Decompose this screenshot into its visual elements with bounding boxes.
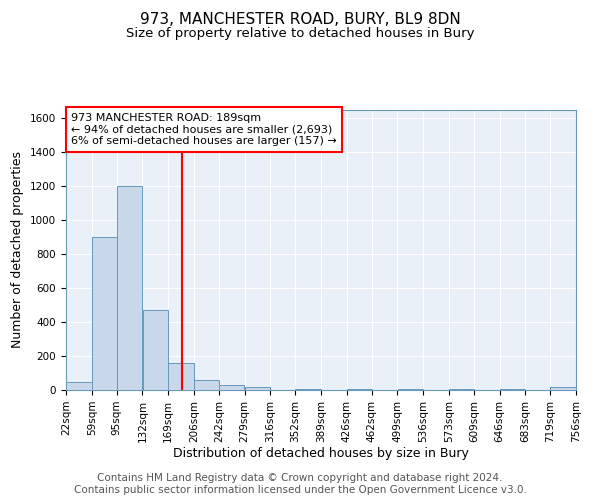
Text: 973 MANCHESTER ROAD: 189sqm
← 94% of detached houses are smaller (2,693)
6% of s: 973 MANCHESTER ROAD: 189sqm ← 94% of det… — [71, 113, 337, 146]
Bar — [245, 388, 270, 390]
Bar — [92, 238, 116, 390]
Bar — [194, 380, 218, 390]
Y-axis label: Number of detached properties: Number of detached properties — [11, 152, 25, 348]
Bar — [66, 382, 92, 390]
Bar — [169, 363, 194, 390]
X-axis label: Distribution of detached houses by size in Bury: Distribution of detached houses by size … — [173, 448, 469, 460]
Bar — [347, 389, 371, 390]
Text: Size of property relative to detached houses in Bury: Size of property relative to detached ho… — [126, 28, 474, 40]
Bar — [449, 389, 473, 390]
Bar — [500, 389, 525, 390]
Bar — [550, 386, 576, 390]
Bar — [143, 310, 168, 390]
Bar — [117, 186, 142, 390]
Text: 973, MANCHESTER ROAD, BURY, BL9 8DN: 973, MANCHESTER ROAD, BURY, BL9 8DN — [140, 12, 460, 28]
Text: Contains HM Land Registry data © Crown copyright and database right 2024.
Contai: Contains HM Land Registry data © Crown c… — [74, 474, 526, 495]
Bar — [398, 389, 423, 390]
Bar — [219, 385, 244, 390]
Bar — [295, 389, 321, 390]
